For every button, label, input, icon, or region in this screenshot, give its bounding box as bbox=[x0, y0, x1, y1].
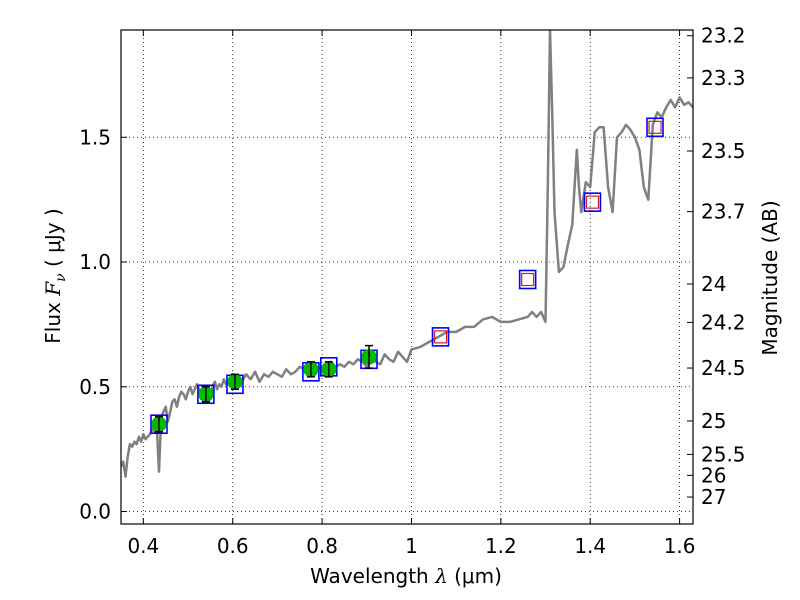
y2-tick-label: 27 bbox=[701, 485, 726, 509]
x-tick-label: 0.8 bbox=[306, 534, 338, 558]
upper-limit-square bbox=[433, 330, 448, 344]
x-tick-label: 0.6 bbox=[217, 534, 249, 558]
x-tick-label: 1.4 bbox=[574, 534, 606, 558]
x-tick-label: 0.4 bbox=[127, 534, 159, 558]
y-axis-label: Flux Fν ( μJy ) bbox=[41, 208, 69, 343]
model-photometry-square bbox=[518, 269, 537, 290]
y2-tick-label: 23.5 bbox=[701, 139, 746, 163]
upper-limit-square bbox=[648, 120, 662, 134]
model-photometry-square bbox=[583, 192, 602, 212]
x-tick-label: 1.2 bbox=[485, 534, 517, 558]
y2-tick-label: 24.2 bbox=[701, 310, 746, 334]
x-tick-label: 1 bbox=[405, 534, 418, 558]
model-photometry-square bbox=[197, 384, 215, 405]
y2-tick-label: 25.5 bbox=[701, 442, 746, 466]
axes-frame bbox=[120, 29, 694, 525]
tick-marks bbox=[121, 30, 693, 524]
y2-tick-label: 23.7 bbox=[701, 200, 746, 224]
y-tick-label: 1.0 bbox=[79, 250, 111, 274]
y-tick-label: 1.5 bbox=[79, 125, 111, 149]
model-photometry-square bbox=[431, 327, 450, 347]
y2-tick-label: 23.2 bbox=[701, 24, 746, 48]
y2-tick-label: 26 bbox=[701, 463, 726, 487]
spectrum-line bbox=[121, 30, 693, 478]
x-axis-label: Wavelength λ (μm) bbox=[310, 564, 502, 588]
plot-area bbox=[121, 30, 693, 478]
y-tick-label: 0.5 bbox=[79, 375, 111, 399]
upper-limit-square bbox=[585, 195, 600, 209]
y2-tick-label: 24.5 bbox=[701, 356, 746, 380]
upper-limit-square bbox=[521, 272, 535, 287]
model-photometry-square bbox=[646, 117, 664, 138]
y2-tick-label: 23.3 bbox=[701, 66, 746, 90]
grid-lines bbox=[121, 30, 693, 524]
y2-tick-label: 24 bbox=[701, 272, 726, 296]
model-photometry-square bbox=[150, 414, 168, 435]
x-tick-label: 1.6 bbox=[664, 534, 696, 558]
y2-tick-label: 25 bbox=[701, 409, 726, 433]
y2-axis-label: Magnitude (AB) bbox=[758, 200, 782, 355]
y-tick-label: 0.0 bbox=[79, 500, 111, 524]
tick-labels: 0.4 0.6 0.8 1 1.2 1.4 1.6 0.0 0.5 1.0 1.5 23.2 23.3 2… bbox=[79, 24, 745, 558]
